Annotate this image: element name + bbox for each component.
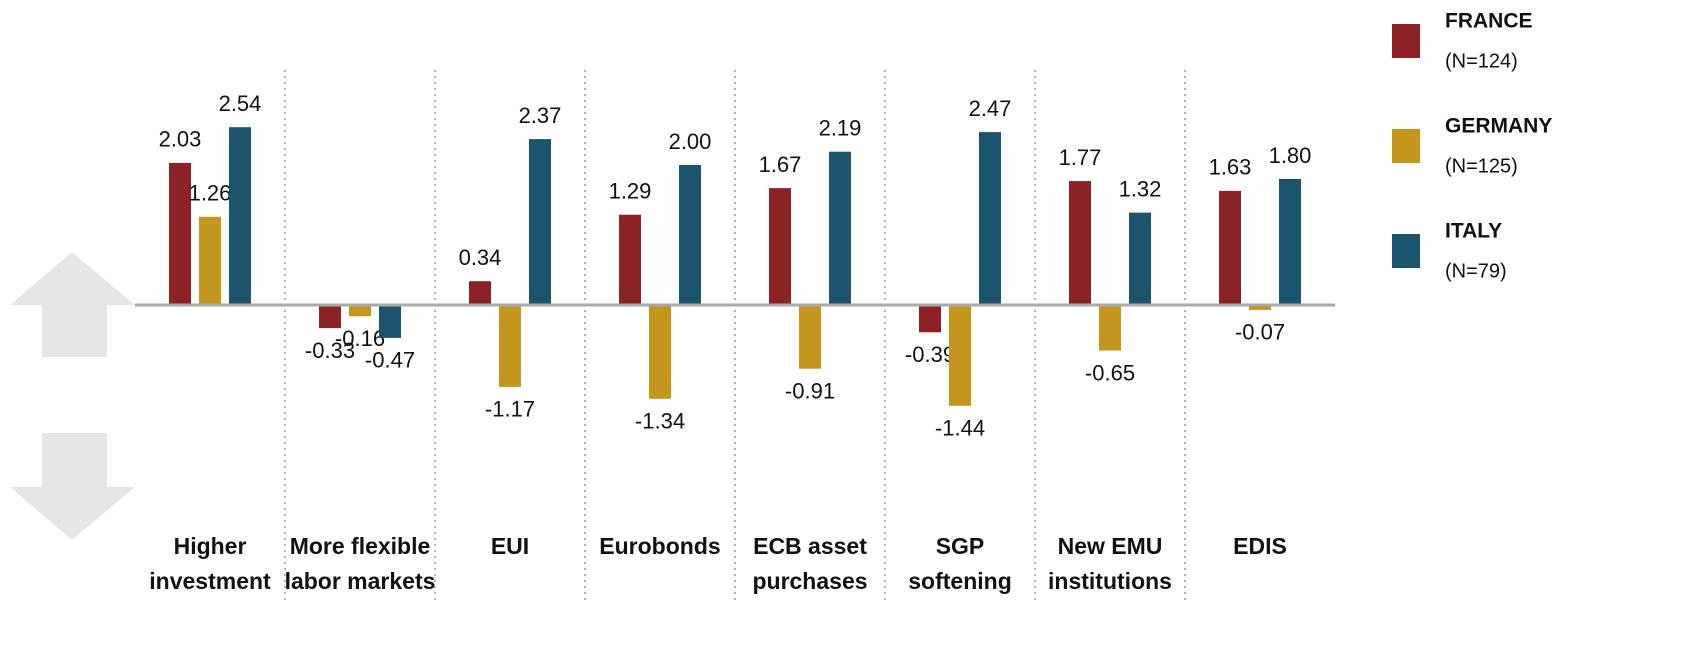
legend-note: (N=124)	[1445, 50, 1518, 72]
legend-note: (N=125)	[1445, 155, 1518, 177]
bar	[949, 305, 971, 406]
bar	[1279, 179, 1301, 305]
x-tick-label: New EMU	[1058, 533, 1163, 559]
data-label: 1.26	[189, 181, 232, 206]
data-label: 1.80	[1269, 143, 1312, 168]
legend-label: FRANCE	[1445, 10, 1533, 33]
x-tick-label: SGP	[936, 533, 985, 559]
bar	[349, 305, 371, 317]
data-label: 1.67	[759, 152, 802, 177]
bar	[919, 305, 941, 333]
legend-swatch	[1392, 234, 1420, 268]
x-tick-label: investment	[149, 568, 271, 594]
bar	[799, 305, 821, 369]
data-label: -0.07	[1235, 320, 1285, 345]
data-label: -0.47	[365, 348, 415, 373]
data-label: 1.77	[1059, 145, 1102, 170]
x-tick-label: More flexible	[290, 533, 431, 559]
legend-swatch	[1392, 24, 1420, 58]
bar	[829, 151, 851, 305]
bar	[769, 188, 791, 305]
bar	[679, 165, 701, 305]
bar	[319, 305, 341, 329]
x-tick-label: ECB asset	[753, 533, 867, 559]
data-label: -0.33	[305, 338, 355, 363]
legend-label: GERMANY	[1445, 115, 1552, 138]
bar	[619, 214, 641, 305]
legend-label: ITALY	[1445, 220, 1502, 243]
x-tick-label: Eurobonds	[599, 533, 720, 559]
data-label: 0.34	[459, 245, 502, 270]
data-label: -1.44	[935, 416, 985, 441]
direction-arrows	[10, 252, 135, 540]
data-label: -0.91	[785, 379, 835, 404]
x-tick-label: purchases	[752, 568, 867, 594]
data-label: 1.63	[1209, 155, 1252, 180]
x-tick-label: Higher	[174, 533, 247, 559]
bar	[199, 216, 221, 305]
data-label: -1.34	[635, 409, 685, 434]
bar	[1249, 305, 1271, 310]
bar	[379, 305, 401, 338]
x-tick-label: institutions	[1048, 568, 1172, 594]
legend-note: (N=79)	[1445, 260, 1507, 282]
bar	[469, 281, 491, 305]
data-label: 2.00	[669, 129, 712, 154]
bar	[169, 162, 191, 305]
data-label: 1.32	[1119, 176, 1162, 201]
data-label: 2.19	[819, 116, 862, 141]
bar	[1069, 181, 1091, 305]
data-label: -0.16	[335, 326, 385, 351]
x-tick-label: EUI	[491, 533, 529, 559]
bar	[1219, 190, 1241, 305]
data-label: 2.03	[159, 127, 202, 152]
down-arrow	[10, 433, 135, 540]
data-label: 2.54	[219, 91, 262, 116]
bar	[979, 132, 1001, 305]
data-label: -1.17	[485, 397, 535, 422]
x-tick-label: labor markets	[285, 568, 436, 594]
bar	[649, 305, 671, 399]
bar	[1099, 305, 1121, 351]
data-label: -0.65	[1085, 360, 1135, 385]
data-label: 1.29	[609, 179, 652, 204]
x-tick-label: softening	[908, 568, 1012, 594]
x-tick-label: EDIS	[1233, 533, 1287, 559]
legend-swatch	[1392, 129, 1420, 163]
data-label: 2.37	[519, 103, 562, 128]
data-label: 2.47	[969, 96, 1012, 121]
bar	[529, 139, 551, 305]
bar	[499, 305, 521, 387]
bar	[1129, 212, 1151, 305]
up-arrow	[10, 252, 135, 357]
bar	[229, 127, 251, 305]
data-label: -0.39	[905, 342, 955, 367]
